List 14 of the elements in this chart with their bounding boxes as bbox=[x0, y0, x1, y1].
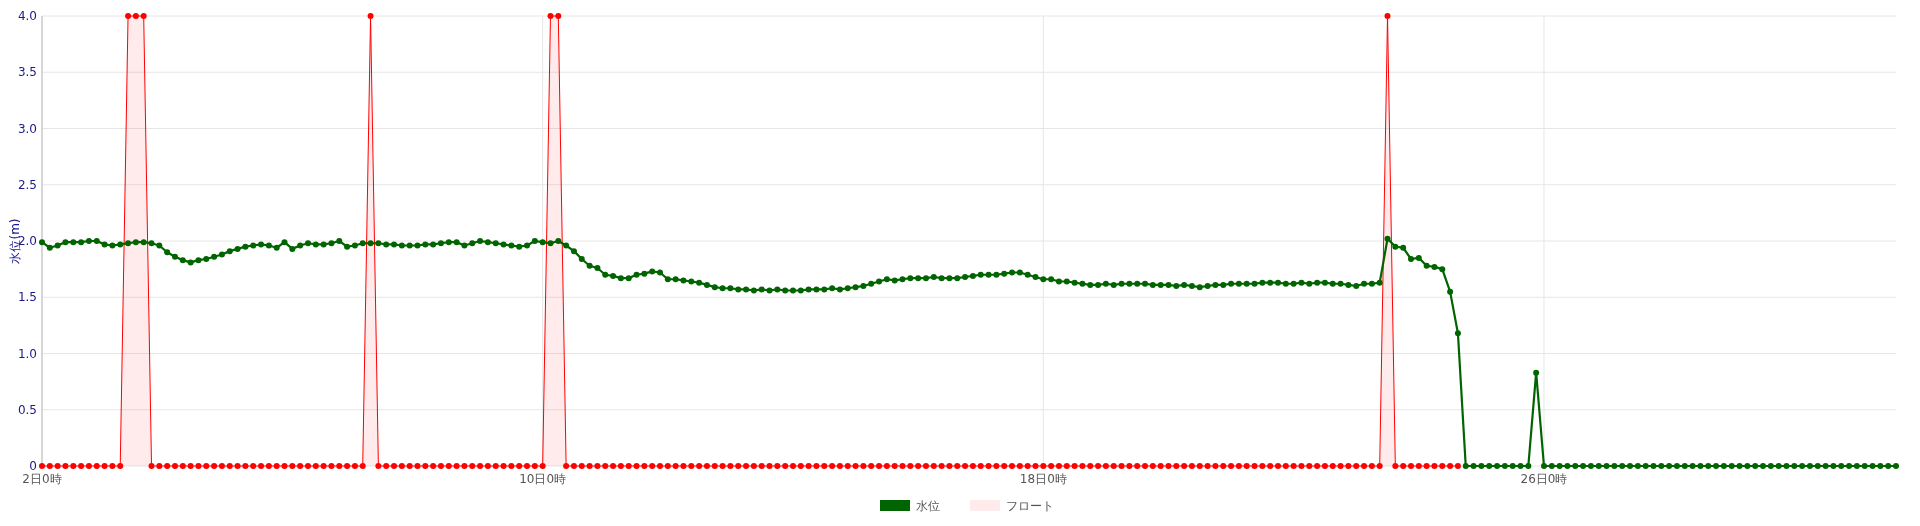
y-tick-label: 1.0 bbox=[17, 346, 37, 361]
x-tick-label: 26日0時 bbox=[1520, 472, 1568, 486]
y-tick-label: 1.5 bbox=[17, 290, 37, 305]
x-tick-label: 2日0時 bbox=[22, 472, 62, 486]
y-tick-label: 3.0 bbox=[17, 121, 37, 136]
y-tick-label: 0.5 bbox=[17, 402, 37, 417]
legend-label: 水位 bbox=[916, 499, 940, 513]
x-tick-label: 18日0時 bbox=[1019, 472, 1067, 486]
legend-label: フロート bbox=[1006, 499, 1054, 513]
y-tick-label: 3.5 bbox=[17, 65, 37, 80]
y-tick-label: 2.5 bbox=[17, 177, 37, 192]
y-tick-label: 0 bbox=[29, 459, 37, 474]
x-tick-label: 10日0時 bbox=[519, 472, 567, 486]
y-tick-label: 4.0 bbox=[17, 9, 37, 24]
